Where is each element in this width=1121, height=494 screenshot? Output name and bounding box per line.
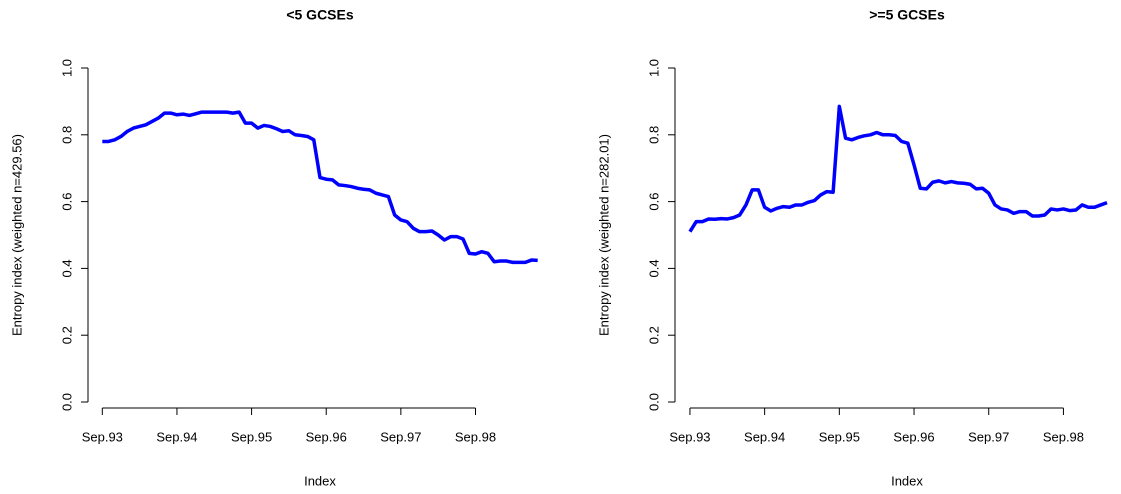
y-tick-label: 0.6 [646, 193, 661, 211]
y-axis-label: Entropy index (weighted n=282.01) [596, 134, 611, 336]
x-tick-label: Sep.96 [306, 429, 347, 444]
y-tick-label: 0.4 [646, 259, 661, 277]
x-tick-label: Sep.97 [380, 429, 421, 444]
x-axis-label: Index [304, 473, 336, 488]
chart-title: <5 GCSEs [286, 7, 354, 23]
x-tick-label: Sep.94 [744, 429, 785, 444]
y-tick-label: 0.0 [59, 393, 74, 411]
x-tick-label: Sep.98 [455, 429, 496, 444]
y-tick-label: 1.0 [59, 59, 74, 77]
series-line [102, 110, 538, 265]
x-tick-label: Sep.97 [968, 429, 1009, 444]
y-tick-label: 0.0 [646, 393, 661, 411]
x-tick-label: Sep.93 [669, 429, 710, 444]
y-tick-label: 0.2 [59, 326, 74, 344]
y-tick-label: 0.4 [59, 259, 74, 277]
chart-title: >=5 GCSEs [869, 7, 945, 23]
y-axis-label: Entropy index (weighted n=429.56) [9, 134, 24, 336]
x-tick-label: Sep.95 [231, 429, 272, 444]
y-tick-label: 0.6 [59, 193, 74, 211]
y-tick-label: 1.0 [646, 59, 661, 77]
x-axis-label: Index [891, 473, 923, 488]
y-tick-label: 0.8 [59, 126, 74, 144]
x-tick-label: Sep.94 [156, 429, 197, 444]
y-tick-label: 0.2 [646, 326, 661, 344]
x-tick-label: Sep.96 [893, 429, 934, 444]
y-tick-label: 0.8 [646, 126, 661, 144]
series-line [688, 104, 1108, 233]
x-tick-label: Sep.98 [1043, 429, 1084, 444]
x-tick-label: Sep.95 [819, 429, 860, 444]
x-tick-label: Sep.93 [82, 429, 123, 444]
